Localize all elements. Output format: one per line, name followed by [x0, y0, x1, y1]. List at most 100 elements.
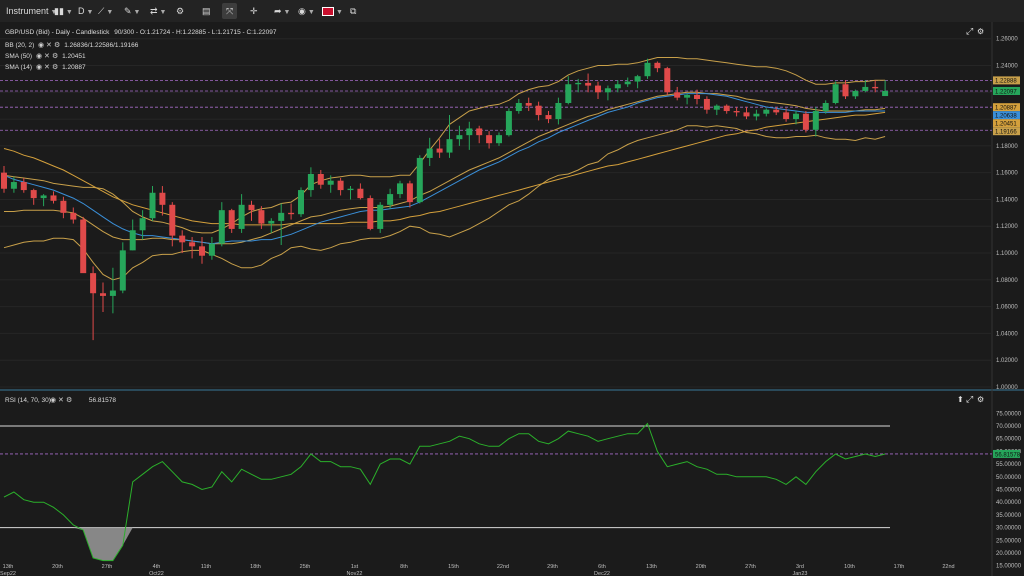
candle — [397, 180, 403, 199]
candle — [199, 236, 205, 264]
candle-body — [713, 105, 720, 110]
candle — [228, 208, 235, 233]
chevron-down-icon: ▼ — [133, 9, 141, 16]
fit-chart-button[interactable]: ⤧ — [222, 3, 238, 19]
crosshair-button[interactable]: ✛ — [250, 3, 258, 19]
chart-settings-button[interactable]: ⚙ — [176, 3, 184, 19]
date-month-label: Sep22 — [0, 571, 16, 576]
toolbar: Instrument ▼ ▮▮ ▼ D ▼ ⟋ ▼ ✎ ▼ ⇄ ▼ ⚙ ▤ ⤧ ✛ ➦ ▼ ◉… — [0, 0, 1024, 23]
candle — [466, 121, 473, 150]
candle-body — [199, 246, 205, 256]
date-tick-label: 22nd — [942, 564, 954, 570]
popout-button[interactable]: ⧉ — [350, 3, 356, 19]
close-icon[interactable]: ✕ — [44, 64, 50, 71]
sma50-legend[interactable]: SMA (50) 1.20451 — [5, 53, 86, 60]
instrument-menu[interactable]: Instrument ▼ — [6, 3, 57, 19]
candle — [525, 97, 532, 112]
theme-button[interactable]: ◉ ▼ — [298, 3, 315, 19]
candle — [169, 202, 176, 247]
candle-body — [189, 242, 196, 247]
rsi-line — [3, 422, 886, 562]
candle — [713, 104, 720, 116]
candle-body — [248, 204, 255, 211]
candle-body — [555, 103, 562, 120]
gear-icon[interactable]: ⚙ — [52, 63, 58, 71]
settings-icon[interactable]: ⚙ — [977, 395, 984, 404]
candle-body — [862, 86, 869, 91]
price-tick-label: 1.12000 — [996, 224, 1018, 230]
sma14-legend[interactable]: SMA (14) 1.20887 — [5, 64, 86, 71]
visibility-eye-icon[interactable]: ◉ — [36, 53, 42, 60]
settings-icon[interactable]: ⚙ — [977, 27, 984, 36]
language-button[interactable]: ▼ — [322, 3, 343, 19]
expand-pane-icon[interactable]: ⤢ — [965, 394, 973, 404]
candle — [852, 89, 859, 99]
candle-body — [565, 84, 572, 103]
popout-icon: ⧉ — [350, 6, 357, 16]
candle — [793, 111, 799, 125]
close-icon[interactable]: ✕ — [44, 53, 50, 60]
candle-body — [268, 220, 275, 224]
gear-icon[interactable]: ⚙ — [66, 396, 72, 404]
move-up-icon[interactable]: ⬆ — [957, 395, 964, 404]
main-legend: GBP/USD (Bid) - Daily - Candlestick 90/3… — [5, 26, 984, 71]
rsi-badge — [993, 449, 1020, 458]
candle — [278, 203, 285, 245]
candle-body — [139, 218, 146, 231]
timeframe-menu[interactable]: D ▼ — [78, 3, 93, 19]
close-icon[interactable]: ✕ — [46, 42, 52, 49]
candle — [406, 180, 413, 208]
gear-icon[interactable]: ⚙ — [52, 52, 58, 60]
bb-legend[interactable]: BB (20, 2) 1.26836/1.22586/1.19166 — [5, 42, 139, 49]
candle — [298, 187, 304, 217]
rsi-legend-text[interactable]: RSI (14, 70, 30) 56.81578 — [5, 397, 116, 404]
candle-body — [357, 188, 364, 199]
price-axis[interactable]: 1.260001.240001.220001.200001.180001.160… — [993, 37, 1020, 391]
rsi-tick-label: 65.00000 — [996, 437, 1022, 443]
price-badge-label: 1.20638 — [995, 113, 1017, 119]
candle — [753, 109, 760, 121]
candle-body — [159, 192, 166, 205]
candle — [426, 137, 433, 166]
visibility-eye-icon[interactable]: ◉ — [36, 64, 42, 71]
price-badge — [993, 127, 1020, 136]
candle — [218, 202, 225, 247]
candle — [882, 80, 889, 97]
expand-pane-icon[interactable]: ⤢ — [965, 26, 973, 36]
compare-button[interactable]: ⇄ ▼ — [150, 3, 166, 19]
candle — [100, 282, 106, 312]
candle-body — [406, 183, 413, 203]
share-arrow-icon: ➦ — [274, 6, 282, 16]
candle — [674, 86, 681, 101]
indicators-button[interactable]: ⟋ ▼ — [98, 3, 113, 19]
chart-area[interactable]: 1.260001.240001.220001.200001.180001.160… — [0, 22, 1024, 576]
candles — [1, 58, 889, 341]
candle-body — [426, 148, 433, 158]
candle — [802, 111, 809, 133]
rsi-axis[interactable]: 75.0000070.0000065.0000060.0000055.00000… — [993, 411, 1022, 570]
candle-body — [208, 243, 215, 256]
candle — [40, 194, 47, 207]
share-button[interactable]: ➦ ▼ — [274, 3, 290, 19]
drawing-tools-button[interactable]: ✎ ▼ — [124, 3, 140, 19]
visibility-eye-icon[interactable]: ◉ — [50, 397, 56, 404]
visibility-eye-icon[interactable]: ◉ — [38, 42, 44, 49]
date-tick-label: 18th — [250, 564, 261, 570]
candle-body — [40, 195, 47, 199]
candle-type-button[interactable]: ▮▮ ▼ — [54, 3, 73, 19]
candle — [30, 188, 37, 205]
candle-body — [367, 198, 374, 229]
gear-icon[interactable]: ⚙ — [54, 41, 60, 49]
candle — [288, 203, 295, 220]
fullscreen-icon: ⤧ — [226, 6, 234, 16]
candle-body — [258, 210, 265, 224]
candle — [258, 206, 265, 229]
candle — [476, 125, 483, 144]
date-month-label: Oct22 — [149, 571, 164, 576]
rsi-tick-label: 55.00000 — [996, 462, 1022, 468]
chevron-down-icon: ▼ — [336, 9, 343, 16]
candle — [416, 155, 423, 204]
close-icon[interactable]: ✕ — [58, 397, 64, 404]
layout-button[interactable]: ▤ — [202, 3, 211, 19]
